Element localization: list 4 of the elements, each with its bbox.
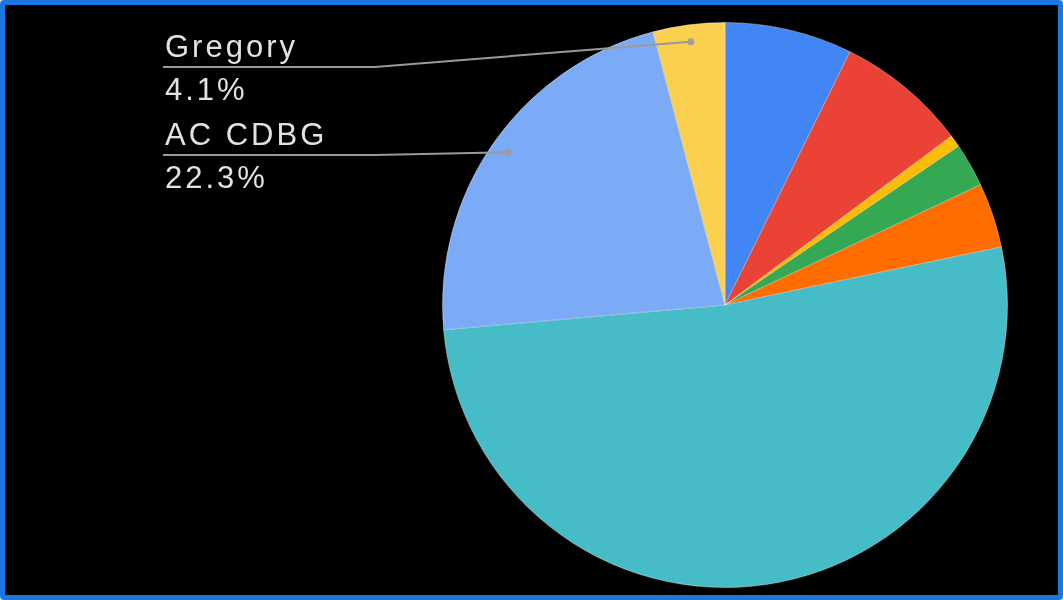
slice-label: Gregory: [165, 29, 298, 64]
data-label: 22.3%: [165, 160, 268, 195]
data-label: 4.1%: [165, 72, 248, 107]
slice-label: AC CDBG: [165, 117, 328, 152]
